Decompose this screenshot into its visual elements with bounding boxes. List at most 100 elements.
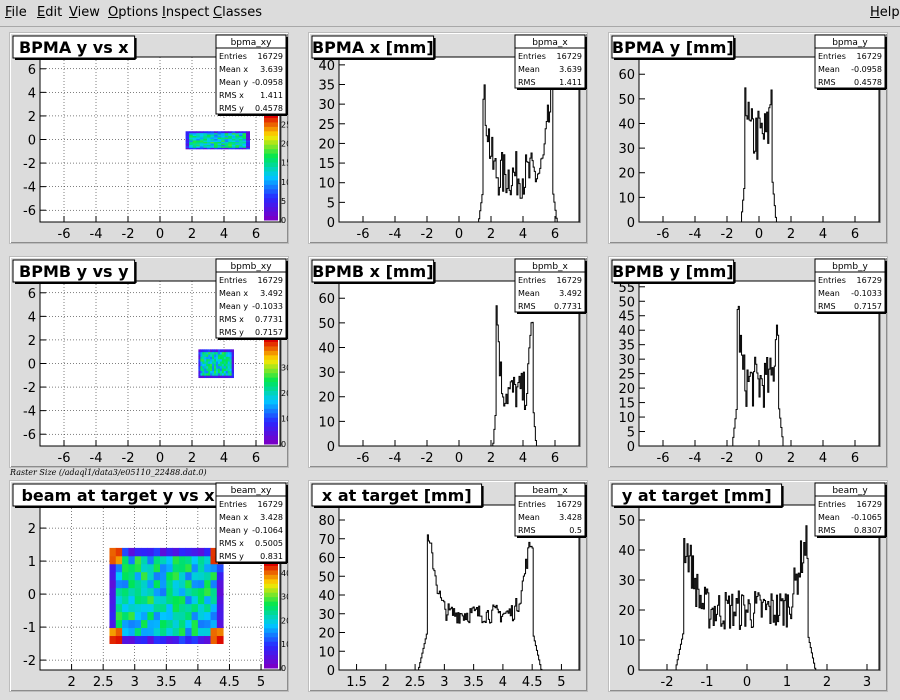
pad-bpma-y-vs-x[interactable]: -6 -4 -2 0 2 4 6 -6 -4 -2 0 2 4 6 0 5 10 15 20 25 BPMA y vs … [9,32,289,244]
menu-view[interactable]: View [69,5,100,20]
x-tick-label: 3.5 [156,675,177,690]
palette-cell [264,430,278,436]
heatmap-cell [166,611,174,621]
heatmap-cell [221,132,226,135]
pad-y-at-target[interactable]: -2 -1 0 1 2 3 0 10 20 30 40 50 y at target [mm] beam_… [608,480,888,692]
palette-cell [264,578,278,584]
y-tick-label: 20 [318,391,335,406]
heatmap-cell [235,132,240,135]
heatmap-cell [141,563,148,573]
menu-classes[interactable]: Classes [213,5,262,20]
stats-value: 3.428 [260,513,283,522]
heatmap-cell [235,147,240,150]
heatmap-cell [210,563,218,573]
pad-beam-at-target-y-vs-x[interactable]: 22.533.544.55-2-1012010203040beam at tar… [9,480,289,692]
stats-value: 1.411 [559,78,582,87]
x-tick-label: -4 [389,227,402,242]
menu-file[interactable]: File [5,5,27,20]
heatmap-cell [238,135,243,138]
heatmap-cell [115,547,123,557]
heatmap-cell [210,358,213,362]
x-tick-label: 5 [257,675,265,690]
x-tick-label: 4.5 [522,675,543,690]
heatmap-cell [221,363,225,367]
heatmap-cell [214,143,218,145]
heatmap-cell [219,349,223,353]
heatmap-cell [208,368,211,371]
heatmap-cell [238,138,243,141]
heatmap-cell [134,595,142,605]
heatmap-cell [115,603,123,613]
heatmap-cell [206,354,209,357]
heatmap-cell [223,351,227,355]
y-tick-label: 0 [627,664,635,679]
heatmap-cell [196,147,201,150]
heatmap-cell [191,587,199,597]
stats-value: 16729 [258,52,283,61]
y-tick-label: 0 [627,216,635,231]
chart-title: BPMB x [mm] [312,262,433,281]
menu-help[interactable]: Help [870,5,900,20]
stats-value: 0.7731 [255,315,283,324]
heatmap-cell [189,143,194,145]
heatmap-cell [246,143,250,145]
pad-bpma-x[interactable]: -6 -4 -2 0 2 4 6 0 5 10 15 20 25 30 35 40 BPMA x [mm] bpm… [308,32,588,244]
heatmap-cell [122,587,129,597]
x-tick-label: 2 [487,227,495,242]
heatmap-cell [197,579,205,589]
stats-key: RMS [818,78,836,87]
heatmap-cell [229,356,233,360]
heatmap-cell [238,141,243,144]
heatmap-cell [141,571,148,581]
heatmap-cell [172,627,180,637]
menu-options[interactable]: Options [108,5,159,20]
pad-bpma-y[interactable]: -6 -4 -2 0 2 4 6 0 10 20 30 40 50 60 BPMA y [mm] bpma_y… [608,32,888,244]
histogram-line [339,81,579,223]
heatmap-cell [166,587,174,597]
heatmap-cell [217,375,221,379]
heatmap-cell [229,358,233,362]
chart-svg: 22.533.544.55-2-1012010203040beam at tar… [12,482,288,690]
menu-inspect[interactable]: Inspect [162,5,210,20]
x-tick-label: -4 [90,227,103,242]
heatmap-cell [191,555,199,565]
heatmap-cell [204,627,211,637]
heatmap-cell [216,349,219,353]
heatmap-cell [134,555,142,565]
heatmap-cell [203,138,208,141]
x-tick-label: 2.5 [405,675,426,690]
heatmap-cell [197,571,205,581]
raster-size-label: Raster Size (/adaql1/data3/e05110_22488.… [10,468,207,477]
x-tick-label: 2 [188,227,196,242]
y-tick-label: 6 [28,287,36,302]
stats-name: beam_x [532,486,568,496]
heatmap-cell [189,138,194,141]
chart-svg: -6 -4 -2 0 2 4 6 -6 -4 -2 0 2 4 6 0 5 10 15 20 25 BPMA y vs … [12,34,288,242]
heatmap-cell [225,354,229,357]
heatmap-cell [229,361,233,364]
heatmap-cell [147,603,155,613]
stats-key: Entries [219,276,247,285]
pad-x-at-target[interactable]: 1.5 2 2.5 3 3.5 4 4.5 5 0 10 20 30 40 50 60 70 80 x at ta… [308,480,588,692]
menu-edit[interactable]: Edit [37,5,63,20]
heatmap-cell [221,131,226,134]
stats-key: Entries [219,52,247,61]
palette-cell [264,605,278,611]
heatmap-cell [166,571,174,581]
stats-value: -0.0958 [252,78,283,87]
heatmap-cell [208,370,211,374]
heatmap-cell [217,363,221,367]
x-tick-label: 6 [252,227,260,242]
heatmap-cell [198,363,201,367]
stats-key: Mean y [219,78,248,87]
heatmap-cell [228,135,233,138]
heatmap-cell [206,134,211,137]
heatmap-cell [210,143,215,145]
pad-bpmb-x[interactable]: -6 -4 -2 0 2 4 6 0 10 20 30 40 50 60 BPMB x [mm] bpmb_x… [308,256,588,468]
pad-bpmb-y[interactable]: -6 -4 -2 0 2 4 6 0 5 10 15 20 25 30 35 40 45 50 55 BPMB y [… [608,256,888,468]
heatmap-cell [210,138,215,141]
heatmap-cell [246,137,250,140]
pad-bpmb-y-vs-y[interactable]: -6 -4 -2 0 2 4 6 -6 -4 -2 0 2 4 6 0 10 20 30 BPMB y vs y bp… [9,256,289,468]
heatmap-cell [217,372,221,376]
